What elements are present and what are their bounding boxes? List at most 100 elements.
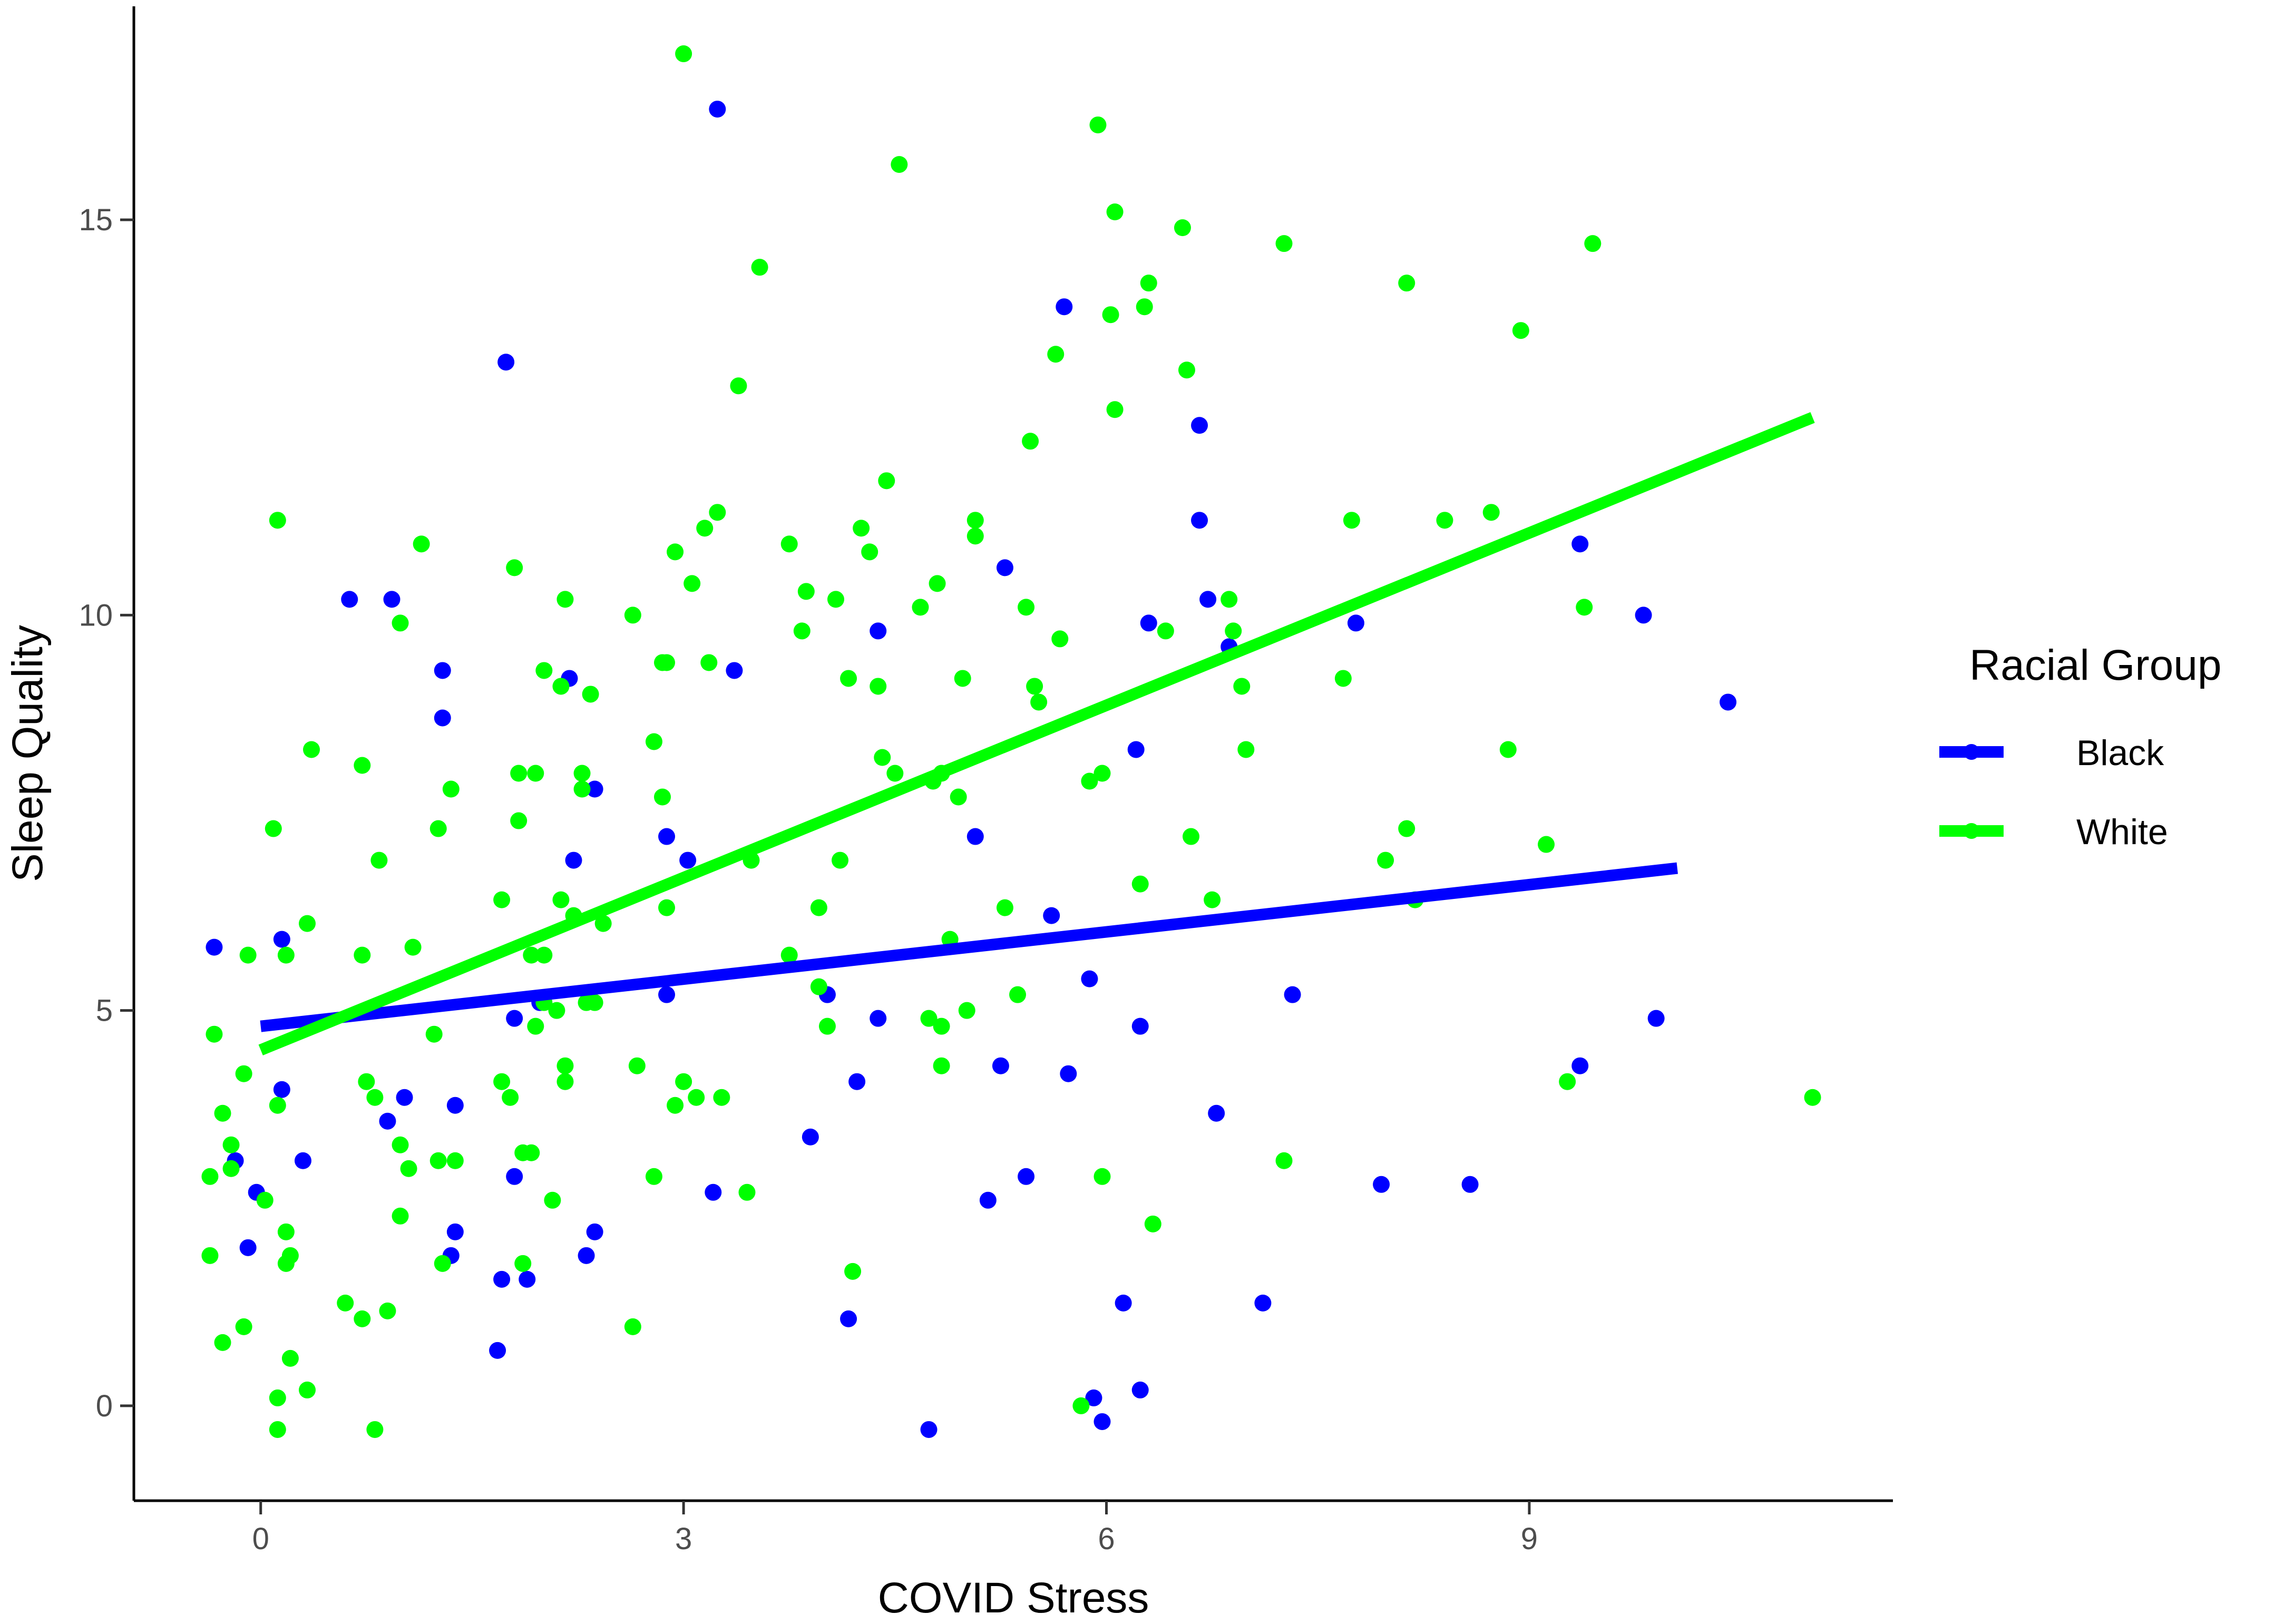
point-white — [1009, 986, 1027, 1003]
legend-label-white: White — [2076, 812, 2168, 852]
point-white — [810, 899, 827, 916]
point-black — [709, 101, 726, 118]
point-white — [1140, 275, 1157, 292]
legend-title: Racial Group — [1969, 641, 2222, 689]
point-black — [206, 938, 223, 956]
point-white — [269, 1389, 286, 1406]
x-tick-label: 6 — [1098, 1522, 1115, 1556]
point-white — [1584, 235, 1602, 252]
point-white — [1233, 678, 1251, 695]
point-white — [404, 938, 422, 956]
point-white — [874, 749, 891, 766]
point-black — [979, 1191, 997, 1209]
point-white — [354, 946, 371, 964]
point-black — [1347, 614, 1364, 632]
point-white — [751, 259, 768, 276]
point-white — [298, 915, 316, 932]
point-white — [810, 978, 827, 995]
point-black — [679, 852, 697, 869]
point-white — [269, 1097, 286, 1114]
point-white — [684, 575, 701, 592]
point-black — [1208, 1104, 1225, 1122]
point-white — [1136, 298, 1153, 316]
point-white — [1047, 346, 1065, 363]
point-black — [996, 559, 1013, 576]
point-white — [493, 891, 511, 908]
point-black — [506, 1010, 523, 1027]
point-white — [214, 1104, 231, 1122]
x-axis-title: COVID Stress — [878, 1574, 1149, 1622]
point-white — [201, 1247, 219, 1264]
point-black — [273, 931, 290, 948]
point-white — [667, 543, 684, 561]
point-white — [1093, 1168, 1111, 1185]
point-white — [645, 1168, 662, 1185]
point-white — [1377, 852, 1394, 869]
point-white — [1204, 891, 1221, 908]
point-white — [658, 899, 676, 916]
y-axis-ticks: 0 5 10 15 — [79, 203, 134, 1423]
point-white — [912, 599, 929, 616]
point-black — [705, 1183, 722, 1201]
point-black — [802, 1128, 819, 1146]
fit-line-black — [260, 862, 1678, 1032]
point-white — [269, 1421, 286, 1438]
point-black — [920, 1421, 938, 1438]
point-black — [1140, 614, 1157, 632]
point-white — [1106, 401, 1124, 418]
point-white — [269, 512, 286, 529]
point-white — [1499, 741, 1517, 758]
point-white — [996, 899, 1013, 916]
point-white — [493, 1073, 511, 1090]
point-white — [1089, 116, 1107, 134]
point-black — [1647, 1010, 1665, 1027]
point-white — [624, 1318, 641, 1335]
point-white — [1225, 622, 1242, 640]
point-white — [425, 1025, 443, 1043]
point-white — [400, 1160, 417, 1177]
point-black — [1060, 1065, 1077, 1082]
point-white — [1022, 433, 1039, 450]
point-white — [392, 614, 409, 632]
point-white — [281, 1349, 299, 1367]
point-white — [645, 733, 662, 750]
point-white — [446, 1152, 464, 1169]
point-black — [658, 828, 676, 845]
point-white — [675, 1073, 692, 1090]
point-white — [688, 1089, 705, 1106]
point-white — [1051, 630, 1069, 648]
point-white — [379, 1302, 396, 1319]
point-black — [489, 1342, 506, 1359]
point-black — [1093, 1413, 1111, 1430]
point-white — [966, 512, 984, 529]
point-white — [552, 891, 570, 908]
point-white — [281, 1247, 299, 1264]
point-black — [578, 1247, 595, 1264]
point-black — [1199, 591, 1217, 608]
point-white — [730, 377, 747, 395]
point-white — [832, 852, 849, 869]
point-white — [239, 946, 257, 964]
point-white — [1343, 512, 1360, 529]
point-white — [298, 1381, 316, 1398]
point-white — [573, 780, 591, 798]
legend-label-black: Black — [2076, 733, 2164, 773]
point-white — [1030, 693, 1048, 711]
point-white — [654, 788, 671, 806]
point-white — [429, 820, 447, 837]
point-white — [527, 765, 544, 782]
point-white — [696, 520, 714, 537]
point-white — [738, 1183, 756, 1201]
point-white — [235, 1065, 252, 1082]
point-black — [658, 986, 676, 1003]
point-white — [556, 1057, 574, 1074]
point-white — [573, 765, 591, 782]
point-white — [1398, 275, 1415, 292]
point-white — [413, 535, 430, 553]
point-white — [358, 1073, 375, 1090]
point-white — [1804, 1089, 1821, 1106]
point-white — [206, 1025, 223, 1043]
point-black — [506, 1168, 523, 1185]
